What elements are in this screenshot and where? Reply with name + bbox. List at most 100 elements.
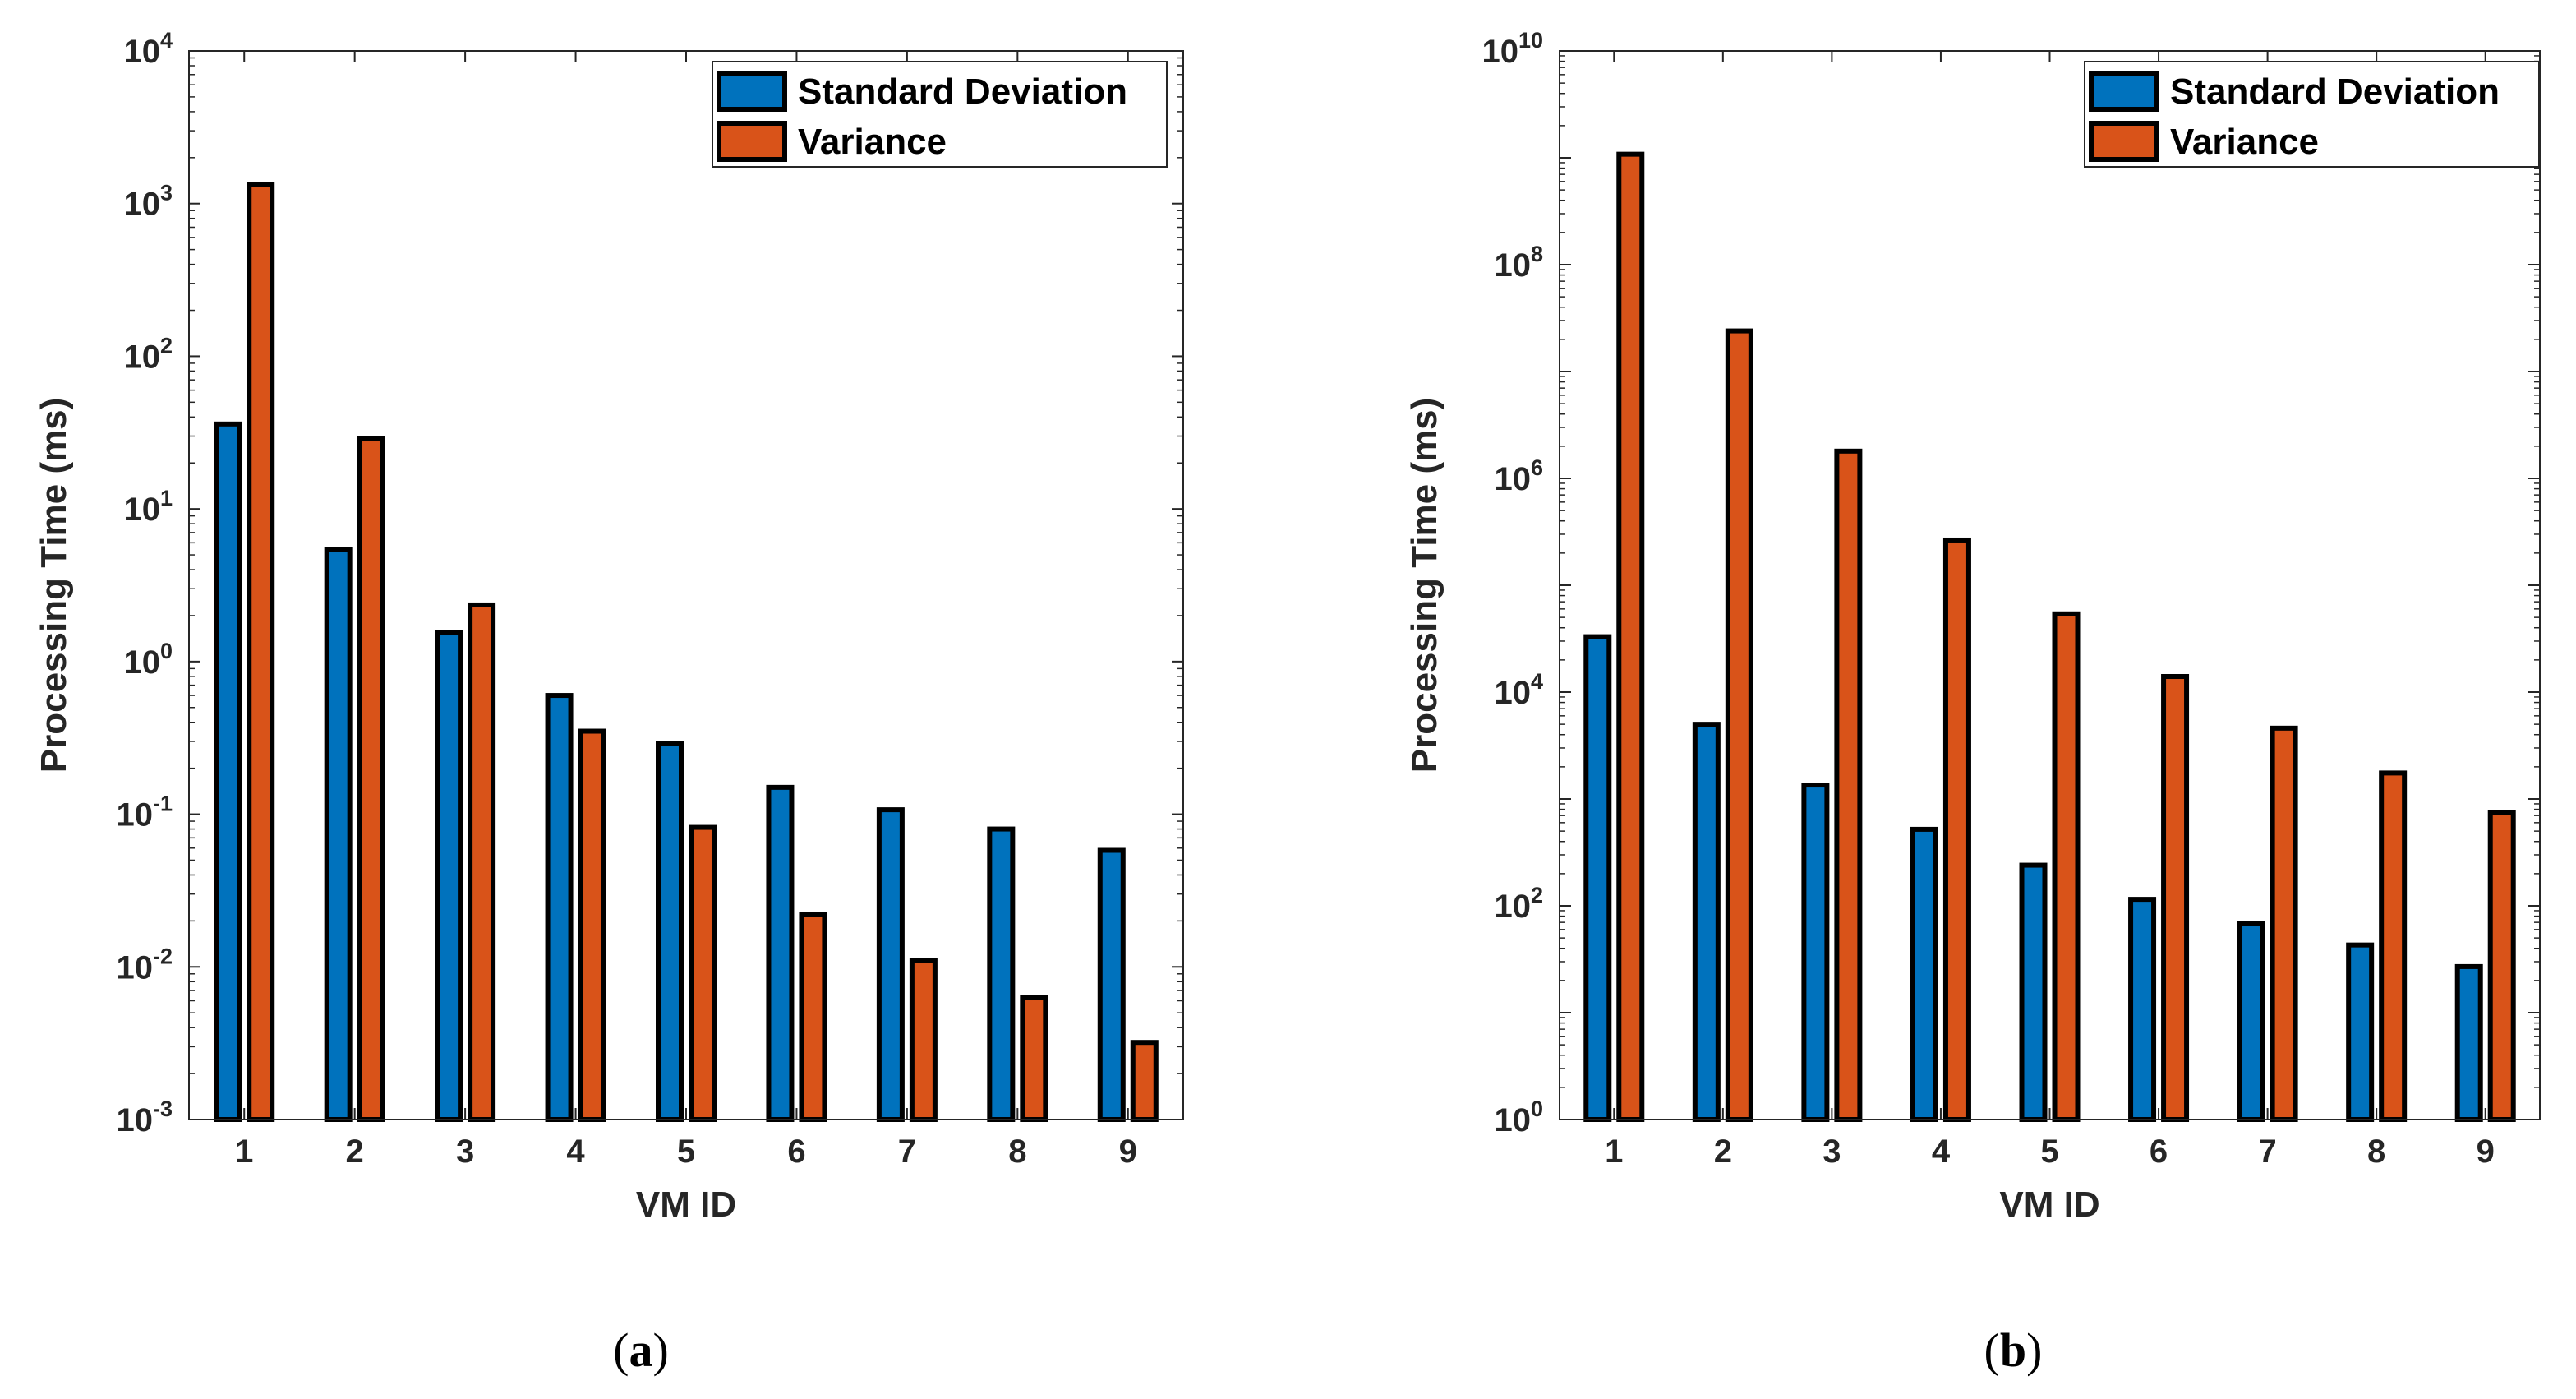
bar-variance-9 <box>2487 810 2516 1122</box>
bar-standard-deviation-5 <box>2019 862 2048 1122</box>
bar-variance-5 <box>689 824 717 1123</box>
y-tick-label: 100 <box>1494 1097 1543 1138</box>
bar-variance-3 <box>468 602 496 1122</box>
y-tick-base: 10 <box>1494 889 1531 925</box>
bar-standard-deviation-1 <box>214 421 242 1122</box>
caption-open-paren: ( <box>1984 1323 2000 1377</box>
y-tick-base: 10 <box>123 339 160 375</box>
x-tick-label: 9 <box>1119 1134 1137 1170</box>
y-tick-label: 104 <box>123 28 173 70</box>
y-tick-base: 10 <box>1482 34 1518 70</box>
x-tick-label: 2 <box>1714 1134 1732 1170</box>
y-tick-base: 10 <box>123 187 160 223</box>
bar-variance-4 <box>578 728 606 1122</box>
bar-variance-1 <box>1616 151 1645 1122</box>
bar-standard-deviation-9 <box>2454 963 2483 1123</box>
x-tick-label: 6 <box>787 1134 805 1170</box>
y-axis-label: Processing Time (ms) <box>34 398 74 773</box>
y-tick-label: 103 <box>123 181 173 223</box>
y-tick-exponent: 4 <box>160 28 173 53</box>
y-tick-exponent: 6 <box>1531 455 1543 480</box>
x-tick-label: 7 <box>2258 1134 2276 1170</box>
bar-standard-deviation-8 <box>2346 942 2375 1122</box>
y-tick-base: 10 <box>123 492 160 528</box>
x-tick-label: 4 <box>1932 1134 1951 1170</box>
y-tick-exponent: 4 <box>1531 669 1543 694</box>
y-tick-label: 104 <box>1494 669 1543 711</box>
bar-standard-deviation-2 <box>324 547 353 1122</box>
y-tick-exponent: 8 <box>1531 242 1543 266</box>
y-tick-base: 10 <box>1494 1102 1531 1138</box>
bar-variance-8 <box>2379 770 2408 1122</box>
y-tick-label: 10-2 <box>116 944 173 986</box>
caption-close-paren: ) <box>2026 1323 2042 1377</box>
legend-label: Standard Deviation <box>798 72 1127 112</box>
bar-variance-2 <box>1725 328 1753 1123</box>
bar-variance-4 <box>1942 537 1971 1122</box>
caption-letter: b <box>2000 1323 2026 1377</box>
bar-standard-deviation-5 <box>656 741 684 1122</box>
bar-variance-6 <box>2161 674 2190 1122</box>
y-tick-label: 100 <box>123 639 173 681</box>
caption-letter: a <box>629 1323 653 1377</box>
y-tick-exponent: 0 <box>160 639 173 663</box>
legend-swatch-variance <box>717 121 787 162</box>
y-tick-label: 108 <box>1494 242 1543 284</box>
x-tick-label: 3 <box>1823 1134 1841 1170</box>
bar-standard-deviation-8 <box>987 826 1016 1123</box>
y-tick-label: 106 <box>1494 455 1543 497</box>
legend-swatch-variance <box>2089 121 2159 162</box>
bar-standard-deviation-7 <box>876 807 905 1122</box>
bar-standard-deviation-6 <box>2128 897 2157 1122</box>
x-tick-label: 3 <box>456 1134 474 1170</box>
bar-variance-5 <box>2052 611 2081 1122</box>
y-tick-label: 10-3 <box>116 1097 173 1138</box>
y-tick-exponent: 0 <box>1531 1097 1543 1121</box>
y-tick-base: 10 <box>123 644 160 681</box>
bar-standard-deviation-3 <box>435 630 463 1122</box>
bar-standard-deviation-1 <box>1583 634 1612 1122</box>
y-axis-label: Processing Time (ms) <box>1404 398 1445 773</box>
x-axis-label: VM ID <box>1999 1184 2099 1225</box>
legend-box <box>712 61 1168 168</box>
bar-variance-6 <box>799 912 827 1122</box>
plot-area <box>188 50 1184 1120</box>
x-tick-label: 6 <box>2150 1134 2168 1170</box>
x-tick-label: 7 <box>898 1134 916 1170</box>
y-tick-exponent: 3 <box>160 181 173 205</box>
x-tick-label: 5 <box>2040 1134 2058 1170</box>
bar-variance-7 <box>2270 725 2298 1122</box>
bar-variance-2 <box>357 436 385 1122</box>
x-tick-label: 2 <box>346 1134 364 1170</box>
x-tick-label: 1 <box>235 1134 253 1170</box>
legend-swatch-standard-deviation <box>717 71 787 112</box>
y-tick-label: 101 <box>123 486 173 528</box>
bar-standard-deviation-3 <box>1801 783 1830 1122</box>
plot-area <box>1559 50 2541 1120</box>
bar-variance-8 <box>1020 995 1048 1122</box>
y-tick-exponent: 10 <box>1518 28 1543 53</box>
y-tick-exponent: -2 <box>153 944 173 968</box>
bar-variance-9 <box>1130 1040 1159 1122</box>
x-tick-label: 9 <box>2477 1134 2495 1170</box>
bar-standard-deviation-4 <box>1910 826 1938 1122</box>
bar-standard-deviation-2 <box>1692 722 1721 1122</box>
bar-standard-deviation-9 <box>1097 847 1126 1122</box>
y-tick-label: 102 <box>123 333 173 375</box>
legend-label: Variance <box>2170 122 2319 162</box>
bar-variance-1 <box>247 182 275 1123</box>
y-tick-base: 10 <box>1494 461 1531 497</box>
y-tick-base: 10 <box>123 34 160 70</box>
y-tick-exponent: 2 <box>160 333 173 358</box>
y-tick-base: 10 <box>116 797 153 833</box>
bar-standard-deviation-6 <box>766 784 795 1122</box>
y-tick-label: 102 <box>1494 883 1543 925</box>
y-tick-label: 10-1 <box>116 792 173 833</box>
x-axis-label: VM ID <box>636 1184 736 1225</box>
y-tick-base: 10 <box>116 1102 153 1138</box>
x-tick-label: 8 <box>1008 1134 1026 1170</box>
subfigure-caption: (a) <box>613 1323 669 1377</box>
